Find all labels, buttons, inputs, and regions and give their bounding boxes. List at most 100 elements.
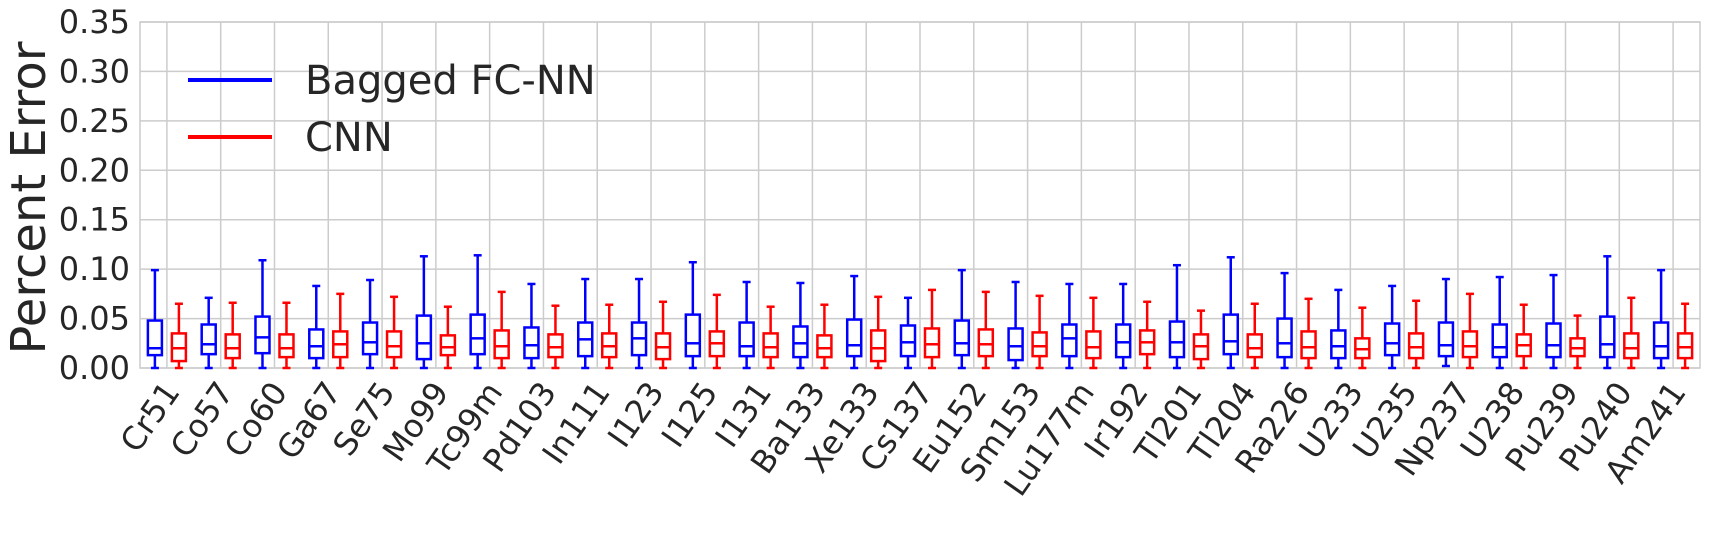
- box-element: [224, 301, 241, 370]
- box-element: [953, 268, 971, 370]
- box-iqr: [1300, 330, 1317, 360]
- box-iqr: [1437, 321, 1455, 358]
- series-cnn: [170, 288, 1694, 370]
- box-element: [1407, 299, 1425, 370]
- box-iqr: [1545, 322, 1562, 359]
- box-element: [1031, 294, 1048, 370]
- y-tick-label: 0.05: [59, 300, 130, 338]
- box-element: [1330, 288, 1347, 370]
- grid-lines: [140, 21, 1700, 369]
- box-element: [1437, 277, 1455, 368]
- box-element: [738, 280, 755, 370]
- box-iqr: [254, 315, 271, 355]
- box-iqr: [1085, 330, 1102, 360]
- box-iqr: [224, 333, 241, 360]
- box-element: [654, 300, 672, 370]
- box-element: [1168, 263, 1186, 370]
- box-element: [493, 290, 510, 370]
- box-iqr: [953, 319, 971, 357]
- box-iqr: [493, 329, 510, 360]
- box-iqr: [1461, 330, 1479, 359]
- box-element: [469, 254, 486, 370]
- legend-label: Bagged FC-NN: [305, 58, 596, 104]
- box-element: [200, 296, 217, 370]
- box-element: [600, 303, 618, 370]
- box-element: [869, 295, 887, 370]
- box-iqr: [308, 328, 325, 360]
- plot-area-frame: [139, 21, 1701, 369]
- box-element: [1461, 292, 1479, 370]
- box-element: [630, 277, 648, 370]
- box-iqr: [684, 313, 702, 358]
- box-element: [385, 295, 403, 370]
- box-iqr: [1676, 332, 1694, 360]
- box-element: [1623, 296, 1640, 370]
- legend-label: CNN: [305, 115, 393, 161]
- box-iqr: [923, 327, 941, 359]
- box-element: [792, 281, 809, 370]
- box-element: [684, 260, 702, 370]
- box-iqr: [1599, 315, 1616, 359]
- y-tick-label: 0.30: [59, 52, 130, 90]
- box-element: [845, 274, 863, 370]
- box-element: [361, 278, 379, 370]
- box-element: [439, 305, 457, 370]
- box-element: [547, 304, 564, 370]
- legend: Bagged FC-NN CNN: [188, 58, 596, 161]
- box-iqr: [1330, 329, 1347, 360]
- box-element: [1354, 306, 1371, 370]
- box-iqr: [385, 330, 403, 359]
- box-series: [146, 254, 1694, 370]
- box-iqr: [845, 318, 863, 358]
- box-element: [254, 258, 271, 370]
- box-iqr: [146, 319, 164, 357]
- box-element: [1061, 282, 1078, 370]
- box-iqr: [899, 324, 917, 358]
- y-tick-label: 0.25: [59, 102, 130, 140]
- box-element: [816, 303, 833, 370]
- box-iqr: [1652, 321, 1670, 360]
- y-axis-label: Percent Error: [1, 41, 57, 354]
- y-tick-label: 0.15: [59, 201, 130, 239]
- box-iqr: [1623, 332, 1640, 360]
- box-element: [1246, 302, 1264, 370]
- box-iqr: [977, 328, 995, 358]
- box-iqr: [1031, 331, 1048, 358]
- box-element: [923, 288, 941, 370]
- box-iqr: [200, 323, 217, 356]
- box-element: [1276, 271, 1293, 370]
- box-iqr: [523, 326, 540, 360]
- box-element: [278, 301, 295, 370]
- series-bagged-fc-nn: [146, 254, 1670, 370]
- box-iqr: [1061, 323, 1078, 358]
- box-iqr: [547, 333, 564, 359]
- box-element: [1300, 297, 1317, 370]
- box-element: [762, 305, 779, 370]
- box-element: [1138, 300, 1156, 370]
- box-element: [1652, 268, 1670, 370]
- box-element: [1545, 273, 1562, 370]
- box-element: [708, 293, 726, 370]
- y-axis-ticks: 0.00 0.05 0.10 0.15 0.20 0.25 0.30 0.35: [59, 3, 130, 387]
- box-iqr: [1168, 320, 1186, 359]
- box-iqr: [762, 332, 779, 359]
- box-element: [1515, 303, 1532, 370]
- box-element: [1491, 275, 1508, 370]
- box-iqr: [792, 325, 809, 359]
- box-element: [1192, 309, 1210, 370]
- box-iqr: [1383, 322, 1401, 357]
- box-element: [170, 302, 188, 370]
- box-element: [977, 290, 995, 370]
- box-iqr: [738, 321, 755, 358]
- box-iqr: [361, 321, 379, 356]
- box-iqr: [1114, 323, 1132, 359]
- box-iqr: [439, 334, 457, 357]
- box-element: [1599, 255, 1616, 370]
- box-element: [523, 282, 540, 370]
- box-iqr: [1276, 317, 1293, 359]
- box-element: [1007, 280, 1024, 370]
- box-element: [899, 296, 917, 370]
- box-iqr: [1491, 323, 1508, 359]
- box-element: [308, 284, 325, 370]
